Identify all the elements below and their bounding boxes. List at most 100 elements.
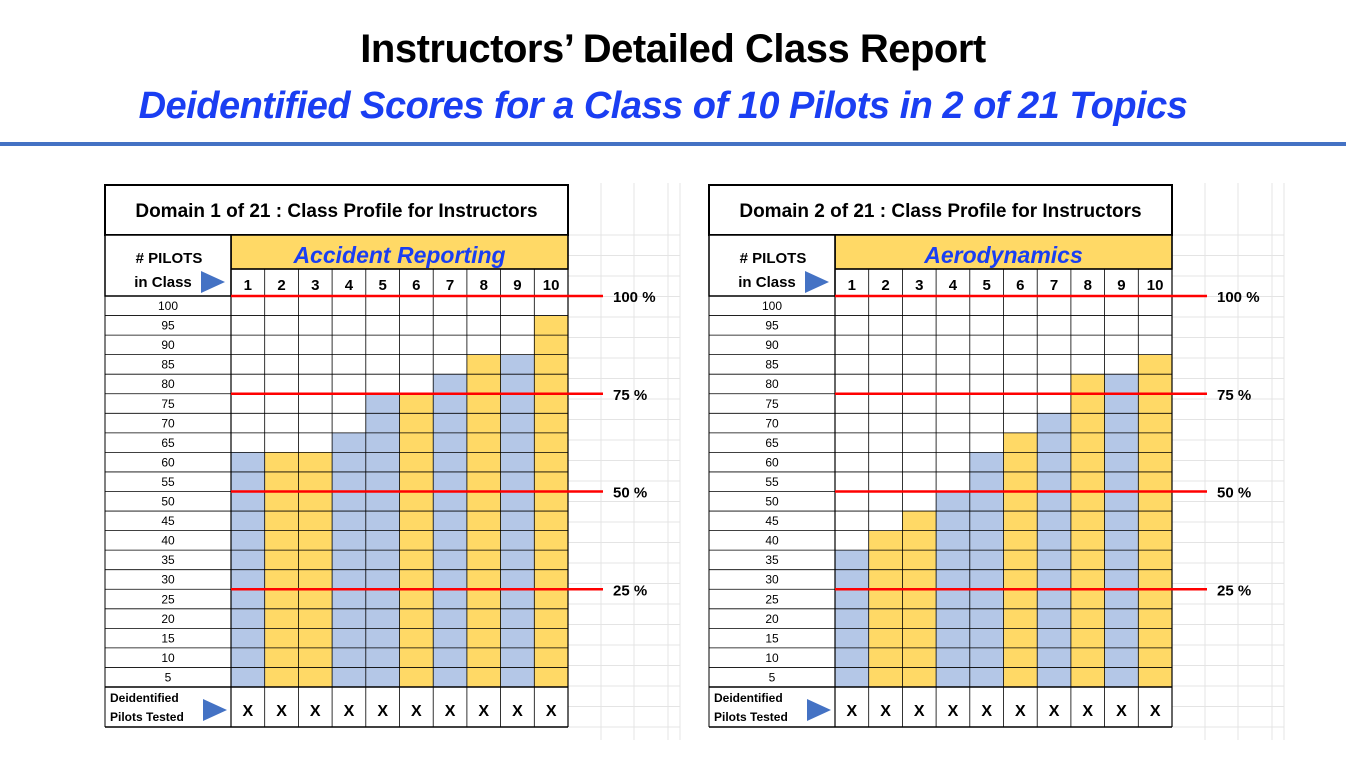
y-tick-label: 30 xyxy=(161,573,175,587)
y-tick-label: 90 xyxy=(161,338,175,352)
pilot-number-label: 3 xyxy=(915,277,923,294)
pilot-number-label: 2 xyxy=(881,277,889,294)
pilot-tested-mark: X xyxy=(478,703,489,720)
pilot-number-label: 4 xyxy=(345,277,354,294)
y-tick-label: 70 xyxy=(161,416,175,430)
chart-title: Domain 1 of 21 : Class Profile for Instr… xyxy=(135,201,537,222)
y-tick-label: 100 xyxy=(762,299,782,313)
y-tick-label: 10 xyxy=(161,651,175,665)
threshold-label-75: 75 % xyxy=(613,387,647,404)
y-tick-label: 55 xyxy=(161,475,175,489)
chart-title-box xyxy=(708,184,1173,236)
pilot-tested-mark: X xyxy=(377,703,388,720)
y-tick-label: 95 xyxy=(765,319,779,333)
y-tick-label: 35 xyxy=(161,553,175,567)
threshold-label-50: 50 % xyxy=(613,485,647,502)
y-tick-label: 65 xyxy=(765,436,779,450)
pilot-number-label: 6 xyxy=(1016,277,1024,294)
pilot-tested-mark: X xyxy=(310,703,321,720)
y-tick-label: 60 xyxy=(765,455,779,469)
domain-2-chart-svg: Domain 2 of 21 : Class Profile for Instr… xyxy=(708,183,1285,740)
threshold-label-100: 100 % xyxy=(613,289,656,306)
y-tick-label: 15 xyxy=(161,631,175,645)
y-tick-label: 40 xyxy=(765,534,779,548)
bar-pilot-4 xyxy=(332,432,366,687)
y-tick-label: 45 xyxy=(161,514,175,528)
y-tick-label: 20 xyxy=(161,612,175,626)
y-tick-label: 20 xyxy=(765,612,779,626)
bar-pilot-6 xyxy=(399,393,434,687)
domain-2-chart: Domain 2 of 21 : Class Profile for Instr… xyxy=(708,183,1309,740)
header-divider xyxy=(0,142,1346,146)
pilot-number-label: 8 xyxy=(480,277,488,294)
pilot-tested-mark: X xyxy=(847,703,858,720)
pilots-label-line1: # PILOTS xyxy=(740,250,807,267)
domain-1-chart-svg: Domain 1 of 21 : Class Profile for Instr… xyxy=(104,183,681,740)
bar-pilot-10 xyxy=(534,315,568,687)
y-tick-label: 15 xyxy=(765,631,779,645)
y-tick-label: 50 xyxy=(765,495,779,509)
y-tick-label: 50 xyxy=(161,495,175,509)
y-tick-label: 25 xyxy=(161,592,175,606)
pilots-arrow-icon xyxy=(805,271,829,293)
y-tick-label: 85 xyxy=(161,358,175,372)
y-tick-label: 5 xyxy=(165,670,172,684)
pilot-tested-mark: X xyxy=(880,703,891,720)
threshold-label-25: 25 % xyxy=(613,582,647,599)
pilot-number-label: 9 xyxy=(513,277,521,294)
threshold-label-25: 25 % xyxy=(1217,582,1251,599)
pilot-tested-mark: X xyxy=(1082,703,1093,720)
pilots-tested-arrow-icon xyxy=(807,699,831,721)
y-tick-label: 55 xyxy=(765,475,779,489)
footer-label-line1: Deidentified xyxy=(110,691,179,705)
pilot-tested-mark: X xyxy=(914,703,925,720)
pilots-label-line1: # PILOTS xyxy=(136,250,203,267)
pilot-tested-mark: X xyxy=(411,703,422,720)
y-tick-label: 65 xyxy=(161,436,175,450)
pilot-number-label: 1 xyxy=(244,277,252,294)
y-tick-label: 100 xyxy=(158,299,178,313)
pilot-number-label: 5 xyxy=(378,277,386,294)
y-tick-label: 40 xyxy=(161,534,175,548)
bar-pilot-10 xyxy=(1138,354,1172,687)
pilot-tested-mark: X xyxy=(512,703,523,720)
chart-title: Domain 2 of 21 : Class Profile for Instr… xyxy=(739,201,1141,222)
y-tick-label: 45 xyxy=(765,514,779,528)
pilot-number-label: 6 xyxy=(412,277,420,294)
y-tick-label: 5 xyxy=(769,670,776,684)
pilots-arrow-icon xyxy=(201,271,225,293)
y-tick-label: 60 xyxy=(161,455,175,469)
report-title: Instructors’ Detailed Class Report xyxy=(360,27,986,71)
pilot-number-label: 8 xyxy=(1084,277,1092,294)
y-tick-label: 95 xyxy=(161,319,175,333)
bar-pilot-8 xyxy=(466,354,501,687)
y-tick-label: 85 xyxy=(765,358,779,372)
threshold-label-50: 50 % xyxy=(1217,485,1251,502)
y-tick-label: 90 xyxy=(765,338,779,352)
bar-pilot-3 xyxy=(902,511,937,687)
y-tick-label: 10 xyxy=(765,651,779,665)
y-tick-label: 80 xyxy=(161,377,175,391)
y-tick-label: 25 xyxy=(765,592,779,606)
pilot-number-label: 7 xyxy=(446,277,454,294)
pilot-tested-mark: X xyxy=(1049,703,1060,720)
pilot-number-label: 1 xyxy=(848,277,856,294)
y-tick-label: 70 xyxy=(765,416,779,430)
bar-pilot-5 xyxy=(365,393,400,687)
pilot-number-label: 10 xyxy=(1147,277,1164,294)
pilot-tested-mark: X xyxy=(243,703,254,720)
pilot-tested-mark: X xyxy=(276,703,287,720)
pilot-tested-mark: X xyxy=(1116,703,1127,720)
pilot-tested-mark: X xyxy=(981,703,992,720)
y-tick-label: 75 xyxy=(161,397,175,411)
bar-pilot-9 xyxy=(500,354,535,687)
footer-label-line1: Deidentified xyxy=(714,691,783,705)
pilot-number-label: 9 xyxy=(1117,277,1125,294)
pilot-number-label: 4 xyxy=(949,277,958,294)
pilot-tested-mark: X xyxy=(1150,703,1161,720)
pilot-tested-mark: X xyxy=(445,703,456,720)
pilot-number-label: 10 xyxy=(543,277,560,294)
bar-pilot-1 xyxy=(835,550,869,687)
topic-label: Accident Reporting xyxy=(292,242,505,268)
pilots-label-line2: in Class xyxy=(134,274,192,291)
